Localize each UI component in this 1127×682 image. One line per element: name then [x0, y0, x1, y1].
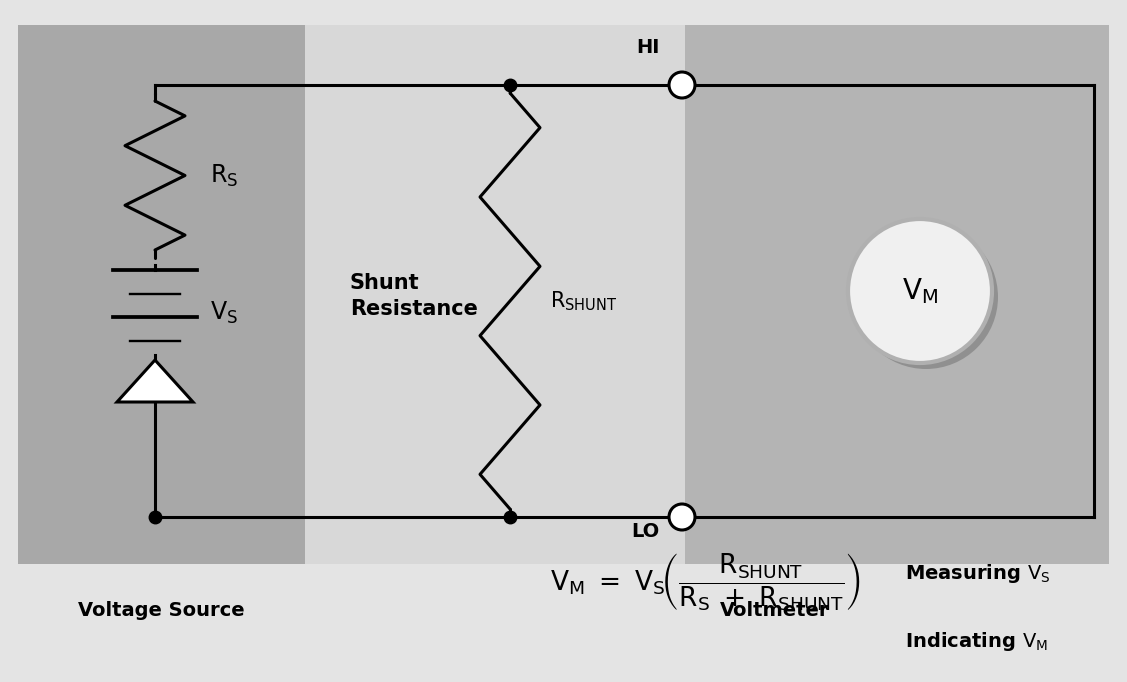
Text: HI: HI	[637, 38, 660, 57]
Circle shape	[854, 225, 999, 369]
Text: $\mathsf{R_S}$: $\mathsf{R_S}$	[210, 162, 238, 189]
Circle shape	[669, 504, 695, 530]
Text: Voltmeter: Voltmeter	[720, 600, 829, 619]
Text: Indicating $\mathsf{V_M}$: Indicating $\mathsf{V_M}$	[905, 630, 1048, 653]
Circle shape	[848, 219, 992, 363]
Text: $\mathsf{V_M}$: $\mathsf{V_M}$	[902, 276, 938, 306]
Text: $\mathsf{R_{SHUNT}}$: $\mathsf{R_{SHUNT}}$	[550, 289, 618, 313]
Bar	[18, 25, 305, 564]
Polygon shape	[117, 360, 193, 402]
Text: $\mathsf{V_S}$: $\mathsf{V_S}$	[210, 299, 238, 325]
Text: Voltage Source: Voltage Source	[78, 600, 245, 619]
Circle shape	[669, 72, 695, 98]
Text: Shunt
Resistance: Shunt Resistance	[350, 273, 478, 319]
Text: LO: LO	[632, 522, 660, 541]
Text: $\mathsf{V_M \ = \ V_S \!\left( \dfrac{R_{SHUNT}}{R_S \ + \ R_{SHUNT}} \right)}$: $\mathsf{V_M \ = \ V_S \!\left( \dfrac{R…	[550, 551, 861, 613]
Text: Measuring $\mathsf{V_S}$: Measuring $\mathsf{V_S}$	[905, 562, 1050, 585]
Bar	[685, 25, 1109, 564]
Bar	[305, 25, 685, 564]
